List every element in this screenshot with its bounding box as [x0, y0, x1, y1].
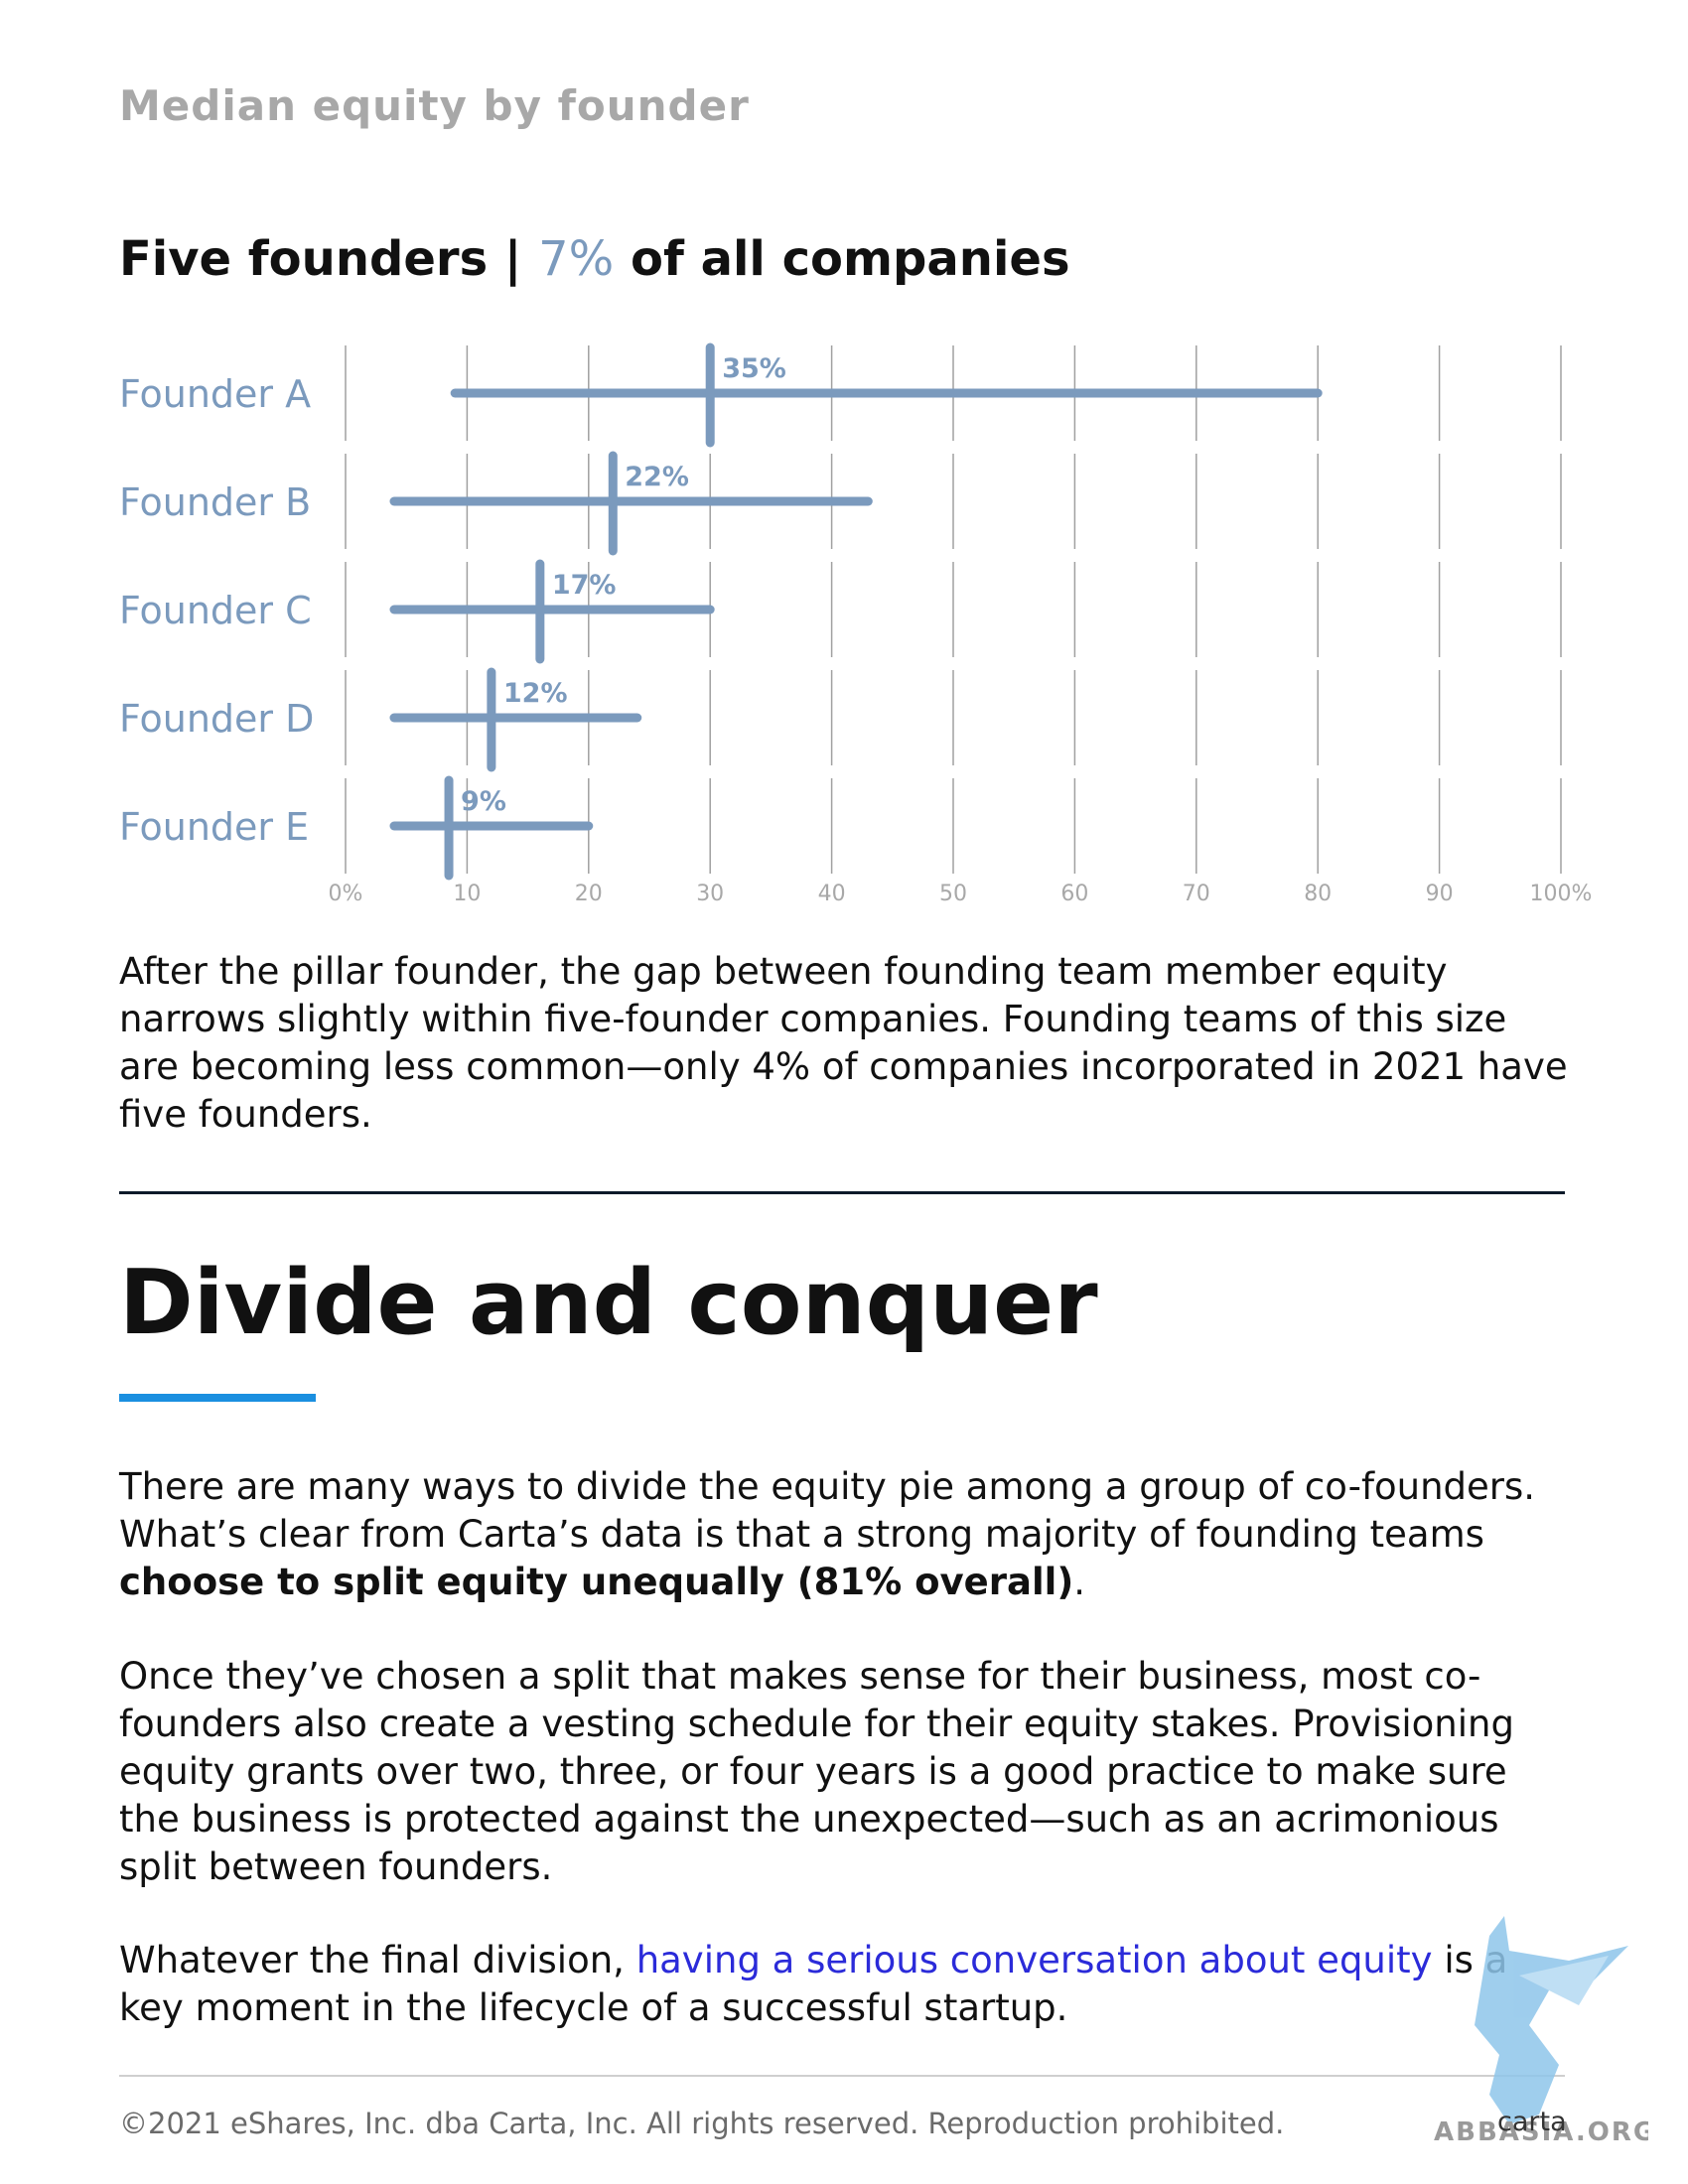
x-tick-label: 10: [453, 882, 481, 906]
x-tick-label: 20: [575, 882, 603, 906]
founder-equity-chart: 0% 10 20 30 40 50 60 70 80 90 100% Founder A 35% Foun…: [119, 342, 1593, 906]
category-label: Founder E: [119, 805, 309, 849]
intro-end: .: [1073, 1561, 1086, 1603]
category-label: Founder C: [119, 589, 312, 632]
heading-underline: [119, 1394, 316, 1402]
x-tick-label: 60: [1060, 882, 1088, 906]
x-tick-label: 40: [818, 882, 846, 906]
x-tick-label: 50: [939, 882, 967, 906]
closing-paragraph: Whatever the final division, having a se…: [119, 1937, 1569, 2032]
category-label: Founder B: [119, 480, 311, 524]
category-label: Founder D: [119, 697, 314, 741]
page-heading: Divide and conquer: [119, 1251, 1098, 1355]
median-label: 12%: [503, 678, 568, 709]
watermark: ABBASIA.ORG: [1434, 1916, 1648, 2144]
median-label: 17%: [552, 570, 617, 601]
closing-text-after: is a key moment in the lifecycle of a su…: [119, 1939, 1508, 2029]
chart-title-suffix: of all companies: [631, 231, 1070, 287]
intro-bold-text: choose to split equity unequally (81% ov…: [119, 1561, 1074, 1603]
x-tick-label: 80: [1304, 882, 1332, 906]
section-label: Median equity by founder: [119, 81, 750, 130]
x-tick-label: 0%: [329, 882, 363, 906]
copyright-footer: ©2021 eShares, Inc. dba Carta, Inc. All …: [119, 2107, 1285, 2140]
x-tick-label: 90: [1426, 882, 1454, 906]
chart-summary-paragraph: After the pillar founder, the gap betwee…: [119, 950, 1568, 1136]
chart-title-separator: |: [503, 231, 522, 287]
x-tick-label: 70: [1183, 882, 1210, 906]
vesting-paragraph: Once they’ve chosen a split that makes s…: [119, 1655, 1514, 1888]
closing-text-before: Whatever the final division,: [119, 1939, 636, 1981]
equity-conversation-link[interactable]: having a serious conversation about equi…: [635, 1939, 1433, 1981]
footer-divider: [119, 2075, 1565, 2077]
intro-text: There are many ways to divide the equity…: [119, 1465, 1536, 1556]
carta-logo: carta: [1497, 2107, 1567, 2137]
section-divider: [119, 1191, 1565, 1194]
chart-title-highlight: 7%: [538, 231, 615, 287]
median-label: 9%: [461, 786, 506, 817]
x-tick-label: 30: [696, 882, 724, 906]
watermark-text: ABBASIA.ORG: [1434, 2117, 1648, 2144]
x-tick-label: 100%: [1530, 882, 1593, 906]
intro-paragraph: There are many ways to divide the equity…: [119, 1463, 1569, 1606]
chart-title-prefix: Five founders: [119, 231, 489, 287]
median-label: 22%: [625, 462, 689, 492]
median-label: 35%: [722, 353, 786, 384]
category-label: Founder A: [119, 372, 311, 416]
griffin-icon: [1475, 1916, 1628, 2124]
chart-title: Five founders | 7% of all companies: [119, 231, 1070, 287]
